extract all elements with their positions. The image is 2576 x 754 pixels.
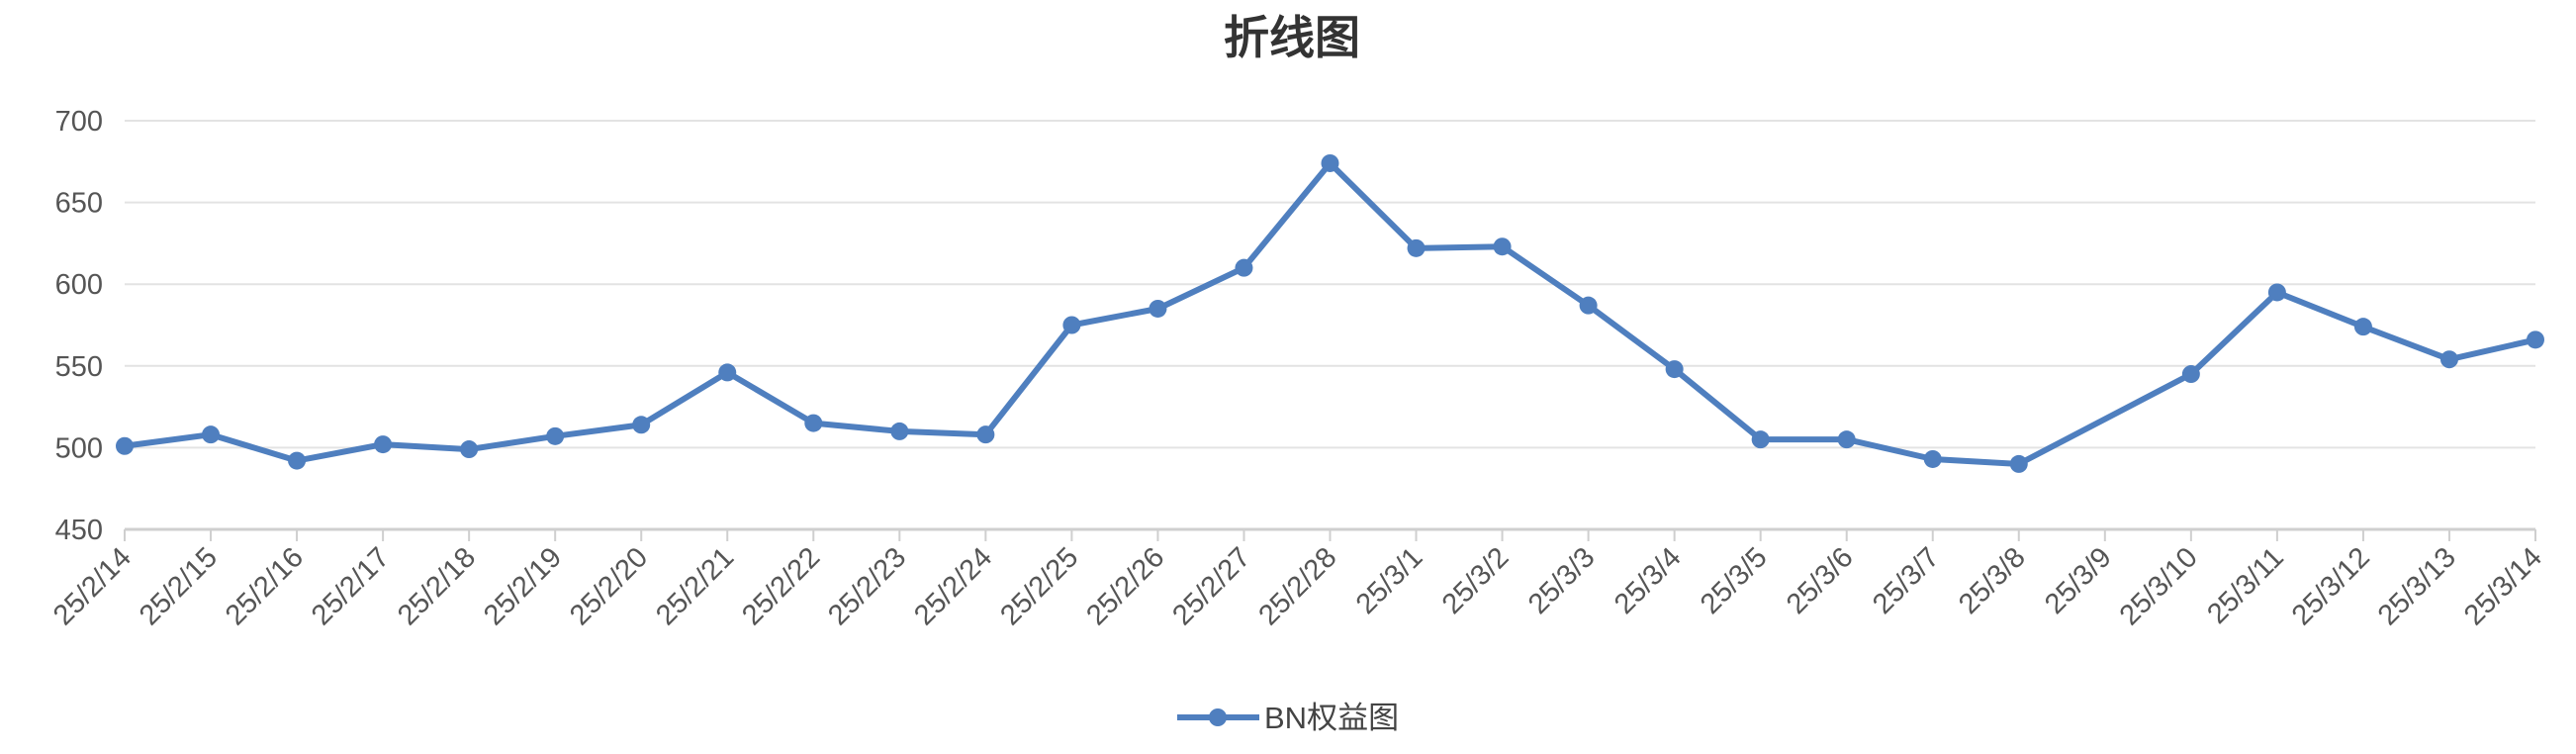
data-point[interactable] [804,414,823,432]
x-tick-label: 25/2/27 [1166,541,1256,631]
x-tick-label: 25/2/17 [306,541,396,631]
data-point[interactable] [718,363,737,382]
x-tick-label: 25/2/28 [1252,541,1342,631]
x-tick-label: 25/2/21 [650,541,740,631]
data-point[interactable] [976,425,995,444]
x-tick-label: 25/2/19 [478,541,568,631]
data-point[interactable] [632,416,651,434]
x-tick-label: 25/2/14 [47,541,138,631]
y-tick-label: 650 [55,188,103,220]
data-point[interactable] [1235,258,1253,277]
data-point[interactable] [116,436,134,455]
legend-label: BN权益图 [1264,701,1399,735]
data-point[interactable] [1493,237,1512,256]
data-point[interactable] [2181,365,2200,384]
x-tick-label: 25/3/14 [2458,541,2548,631]
grid-lines [125,120,2535,531]
x-tick-label: 25/2/16 [220,541,310,631]
legend[interactable]: BN权益图 [1177,701,1399,735]
x-tick-label: 25/2/20 [564,541,654,631]
data-point[interactable] [546,426,565,445]
x-tick-label: 25/2/15 [134,541,224,631]
x-tick-label: 25/3/8 [1953,541,2032,620]
data-point[interactable] [1923,449,1942,468]
x-tick-label: 25/3/9 [2039,541,2118,620]
data-point[interactable] [1062,316,1081,334]
y-tick-label: 600 [55,269,103,301]
data-point[interactable] [288,451,307,470]
series-line [122,160,2538,467]
data-point[interactable] [1665,360,1684,379]
series-layer [116,153,2544,473]
x-tick-label: 25/3/3 [1522,541,1602,620]
x-tick-label: 25/3/5 [1695,541,1774,620]
y-tick-label: 500 [55,432,103,464]
x-tick-label: 25/3/10 [2114,541,2204,631]
data-point[interactable] [374,435,393,454]
x-tick-label: 25/2/22 [736,541,826,631]
data-point[interactable] [2353,318,2372,336]
x-tick-label: 25/2/23 [822,541,912,631]
x-tick-label: 25/3/7 [1867,541,1946,620]
x-tick-label: 25/2/18 [392,541,482,631]
x-tick-label: 25/2/26 [1080,541,1170,631]
data-point[interactable] [2267,283,2286,302]
data-point[interactable] [460,440,479,459]
x-axis: 25/2/1425/2/1525/2/1625/2/1725/2/1825/2/… [47,529,2548,631]
data-point[interactable] [1579,296,1598,315]
x-tick-label: 25/3/1 [1350,541,1429,620]
data-point[interactable] [1751,430,1770,449]
data-point[interactable] [2009,454,2028,473]
x-tick-label: 25/3/4 [1609,541,1688,620]
data-point[interactable] [1149,299,1167,318]
x-tick-label: 25/3/13 [2372,541,2462,631]
data-point[interactable] [1837,430,1856,449]
data-point[interactable] [1321,153,1339,172]
x-tick-label: 25/3/6 [1781,541,1860,620]
x-tick-label: 25/3/2 [1436,541,1516,620]
data-point[interactable] [202,425,221,444]
data-point[interactable] [890,422,909,440]
data-point[interactable] [2439,350,2458,369]
y-tick-label: 450 [55,515,103,546]
chart-title: 折线图 [1224,11,1360,64]
data-point[interactable] [2527,330,2544,349]
y-axis: 450 500 550 600 650 700 [55,106,103,546]
legend-marker-icon [1209,708,1227,726]
x-tick-label: 25/3/12 [2286,541,2376,631]
x-tick-label: 25/2/24 [908,541,998,631]
y-tick-label: 700 [55,106,103,138]
y-tick-label: 550 [55,351,103,383]
x-tick-label: 25/3/11 [2201,541,2290,630]
x-tick-label: 25/2/25 [994,541,1084,631]
data-point[interactable] [1407,238,1426,257]
